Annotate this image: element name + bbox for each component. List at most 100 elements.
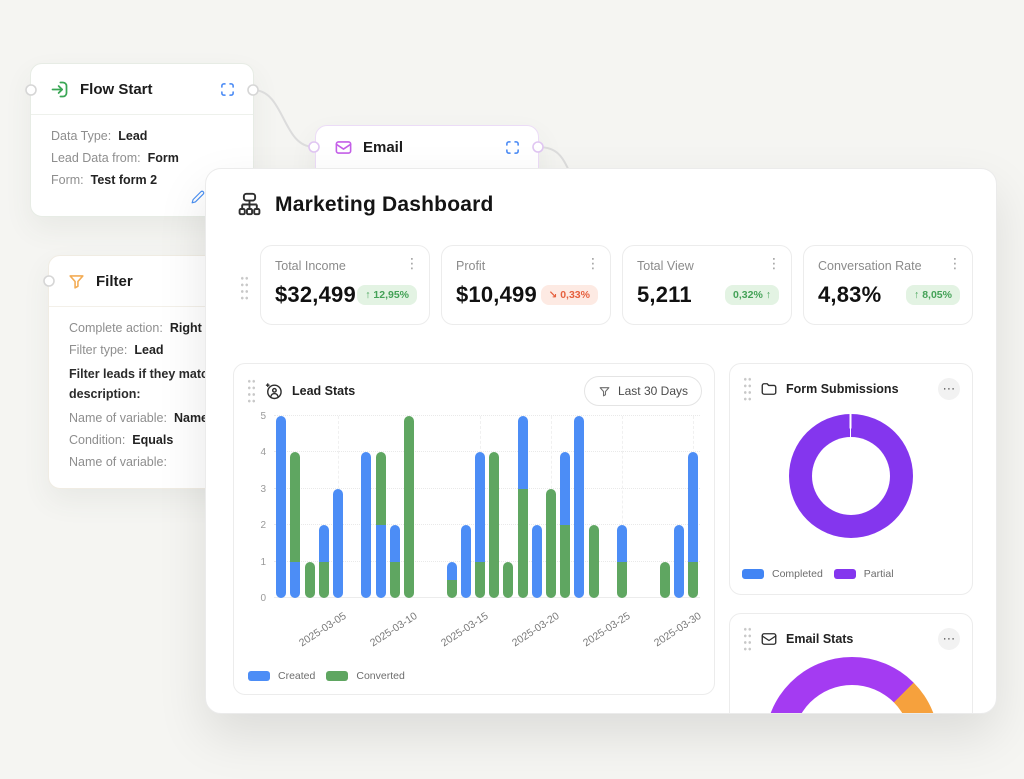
email-stats-widget: Email Stats ⋯ (729, 613, 973, 713)
y-tick-label: 2 (260, 520, 266, 532)
folder-icon (760, 380, 778, 398)
trend-badge: ↑ 8,05% (906, 285, 960, 305)
bar-day-7 (361, 452, 372, 598)
field-value: Equals (132, 433, 174, 447)
panel-header: Marketing Dashboard (206, 169, 996, 232)
expand-icon[interactable] (220, 82, 235, 97)
form-submissions-header: Form Submissions ⋯ (730, 364, 972, 402)
edit-pencil-icon[interactable] (191, 190, 205, 204)
lead-stats-legend: Created Converted (248, 670, 405, 682)
field-label: Form: (51, 173, 84, 187)
form-submissions-legend: Completed Partial (742, 568, 894, 580)
bar-day-1 (276, 416, 287, 598)
drag-handle[interactable] (743, 376, 752, 402)
field-value: Form (147, 151, 179, 165)
flow-start-icon (49, 79, 70, 100)
x-tick-label: 2025-03-25 (580, 610, 633, 650)
bar-day-15 (474, 452, 485, 598)
stat-label: Profit (456, 259, 486, 273)
field-value: Right a (169, 321, 213, 335)
stat-value: 4,83% (818, 282, 882, 307)
stat-card-profit: Profit ⋮ $10,499 ↘ 0,33% (441, 245, 611, 325)
field-label: Data Type: (51, 129, 112, 143)
field-label: Name of variable: (69, 455, 167, 469)
more-options-icon[interactable]: ⋯ (938, 378, 960, 400)
legend-label-completed: Completed (772, 568, 823, 580)
gridline (274, 415, 700, 416)
email-stats-title: Email Stats (786, 632, 854, 646)
field-label: Condition: (69, 433, 126, 447)
stat-value: $10,499 (456, 282, 537, 307)
envelope-icon (760, 630, 778, 648)
date-range-filter-button[interactable]: Last 30 Days (583, 376, 702, 406)
kebab-menu-icon[interactable]: ⋮ (586, 255, 600, 271)
connector-flowstart-email (252, 89, 315, 148)
stat-value: 5,211 (637, 282, 692, 307)
legend-swatch-completed (742, 569, 764, 579)
filter-note-line2: description: (69, 387, 141, 401)
trend-badge: ↑ 12,95% (357, 285, 417, 305)
stat-card-total-income: Total Income ⋮ $32,499 ↑ 12,95% (260, 245, 430, 325)
kebab-menu-icon[interactable]: ⋮ (948, 255, 962, 271)
x-tick-label: 2025-03-15 (438, 610, 491, 650)
vertical-gridline (621, 416, 623, 598)
legend-label-converted: Converted (356, 670, 405, 682)
legend-swatch-created (248, 671, 270, 681)
bar-day-9 (389, 525, 400, 598)
y-tick-label: 0 (260, 593, 266, 604)
email-stats-header: Email Stats ⋯ (730, 614, 972, 652)
bar-day-5 (332, 488, 343, 598)
gridline (274, 451, 700, 453)
flow-start-title: Flow Start (80, 80, 153, 98)
y-tick-label: 4 (260, 447, 266, 459)
bar-day-30 (687, 452, 698, 598)
bar-day-17 (503, 561, 514, 598)
bar-day-18 (517, 416, 528, 598)
stat-label: Total Income (275, 259, 346, 273)
drag-handle[interactable] (247, 378, 256, 404)
bar-day-28 (659, 561, 670, 598)
filter-icon (67, 272, 86, 291)
bar-day-22 (574, 416, 585, 598)
flow-start-node[interactable]: Flow Start Data Type: Lead Lead Data from… (30, 63, 254, 217)
lead-stats-icon (264, 381, 284, 401)
stat-value: $32,499 (275, 282, 356, 307)
field-value: Test form 2 (90, 173, 158, 187)
lead-stats-xaxis: 2025-03-05 2025-03-10 2025-03-15 2025-03-20… (274, 602, 704, 654)
kebab-menu-icon[interactable]: ⋮ (767, 255, 781, 271)
stat-label: Total View (637, 259, 694, 273)
form-submissions-widget: Form Submissions ⋯ Completed Partial (729, 363, 973, 595)
drag-handle[interactable] (743, 626, 752, 652)
email-node-header: Email (316, 126, 538, 170)
legend-swatch-converted (326, 671, 349, 681)
kebab-menu-icon[interactable]: ⋮ (405, 255, 419, 271)
sitemap-icon (236, 191, 263, 218)
legend-label-partial: Partial (863, 568, 894, 580)
gridline (274, 560, 700, 562)
expand-icon[interactable] (505, 140, 520, 155)
filter-note-line1: Filter leads if they match (69, 367, 216, 381)
stat-card-total-view: Total View ⋮ 5,211 0,32% ↑ (622, 245, 792, 325)
bar-day-14 (460, 525, 471, 598)
lead-stats-title: Lead Stats (292, 384, 356, 398)
x-tick-label: 2025-03-05 (296, 610, 349, 650)
stat-card-conversation-rate: Conversation Rate ⋮ 4,83% ↑ 8,05% (803, 245, 973, 325)
lead-stats-plot: 0 1 2 3 4 5 (260, 411, 700, 604)
bar-day-10 (403, 416, 414, 598)
field-value: Lead (134, 343, 164, 357)
field-label: Filter type: (69, 343, 128, 357)
gridline (274, 524, 700, 526)
filter-node-header: Filter (49, 256, 271, 307)
bar-day-21 (560, 452, 571, 598)
stats-row: Total Income ⋮ $32,499 ↑ 12,95% Profit ⋮… (206, 245, 996, 325)
legend-swatch-partial (833, 569, 856, 579)
drag-handle[interactable] (240, 275, 249, 301)
field-label: Lead Data from: (51, 151, 141, 165)
bar-day-25 (616, 525, 627, 598)
x-axis-line (274, 597, 700, 598)
field-label: Name of variable: (69, 411, 167, 425)
bar-day-3 (304, 561, 315, 598)
more-options-icon[interactable]: ⋯ (938, 628, 960, 650)
email-node-title: Email (363, 139, 404, 156)
